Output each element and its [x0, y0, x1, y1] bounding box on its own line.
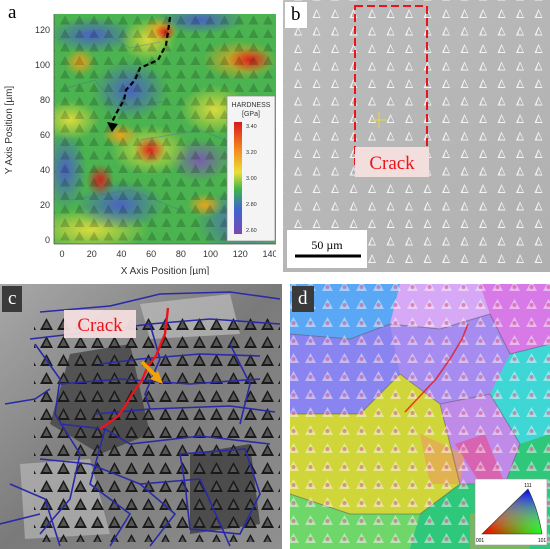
ipf-label-001: 001	[476, 538, 485, 544]
panel-d-label: d	[292, 286, 314, 312]
x-tick-label: 80	[176, 249, 186, 259]
crack-path	[99, 307, 170, 430]
y-tick-label: 40	[40, 165, 50, 175]
y-tick-label: 20	[40, 200, 50, 210]
x-tick-label: 60	[146, 249, 156, 259]
panel-b-sem-image: Crack 50 µm b	[283, 0, 550, 272]
x-tick-label: 40	[116, 249, 126, 259]
ipf-label-101: 101	[538, 538, 547, 544]
hardness-legend: HARDNESS [GPa] 3.40 3.20 3.00 2.80 2.60	[226, 95, 276, 242]
y-tick-label: 0	[45, 235, 50, 245]
legend-colorbar	[234, 122, 242, 234]
crack-label-bg	[64, 310, 136, 338]
panel-c-label: c	[2, 286, 23, 312]
ipf-label-111: 111	[524, 483, 532, 489]
sem-image-svg: Crack 50 µm	[283, 0, 550, 272]
legend-title: HARDNESS	[232, 102, 271, 109]
x-tick-label: 100	[203, 249, 218, 259]
panel-b-label: b	[285, 2, 307, 28]
legend-tick-label: 3.00	[246, 176, 257, 182]
x-axis-title: X Axis Position [µm]	[121, 266, 210, 275]
legend-tick-label: 3.40	[246, 124, 257, 130]
panel-a-label: a	[2, 0, 23, 26]
panel-c-boundary-map: Crack c	[0, 284, 282, 549]
y-tick-label: 100	[35, 60, 50, 70]
crosshair-marker	[371, 112, 387, 128]
crack-arrowhead	[107, 122, 118, 132]
crack-label: Crack	[77, 315, 123, 336]
scale-bar-label: 50 µm	[311, 238, 343, 252]
grain-boundaries	[0, 291, 281, 547]
ebsd-map-svg: 111 001 101	[290, 284, 550, 549]
x-tick-label: 20	[87, 249, 97, 259]
ipf-color-key: 111 001 101	[474, 478, 548, 546]
scale-bar-bg	[287, 230, 367, 268]
panel-d-ebsd-map: 111 001 101 d	[290, 284, 550, 549]
legend-tick-label: 2.60	[246, 228, 257, 234]
hardness-contour	[54, 14, 276, 244]
orange-arrow	[140, 360, 163, 384]
legend-tick-label: 3.20	[246, 150, 257, 156]
crack-label: Crack	[369, 153, 415, 174]
y-tick-label: 80	[40, 95, 50, 105]
y-axis-ticks: 0 20 40 60 80 100 120	[35, 25, 50, 245]
panel-a-hardness-map: 0 20 40 60 80 100 120 140 0 20 40 60 80 100 120 X Axi…	[0, 0, 276, 275]
crack-path	[404, 323, 469, 413]
y-axis-title: Y Axis Position [µm]	[4, 86, 15, 175]
crack-label-bg	[355, 147, 429, 177]
x-tick-label: 120	[233, 249, 248, 259]
legend-unit: [GPa]	[242, 111, 260, 118]
hardness-map-svg: 0 20 40 60 80 100 120 140 0 20 40 60 80 100 120 X Axi…	[4, 14, 276, 275]
boundary-map-svg: Crack	[0, 284, 282, 549]
x-tick-label: 140	[262, 249, 276, 259]
legend-tick-label: 2.80	[246, 202, 257, 208]
x-axis-ticks: 0 20 40 60 80 100 120 140	[59, 249, 276, 259]
y-tick-label: 120	[35, 25, 50, 35]
y-tick-label: 60	[40, 130, 50, 140]
x-tick-label: 0	[59, 249, 64, 259]
